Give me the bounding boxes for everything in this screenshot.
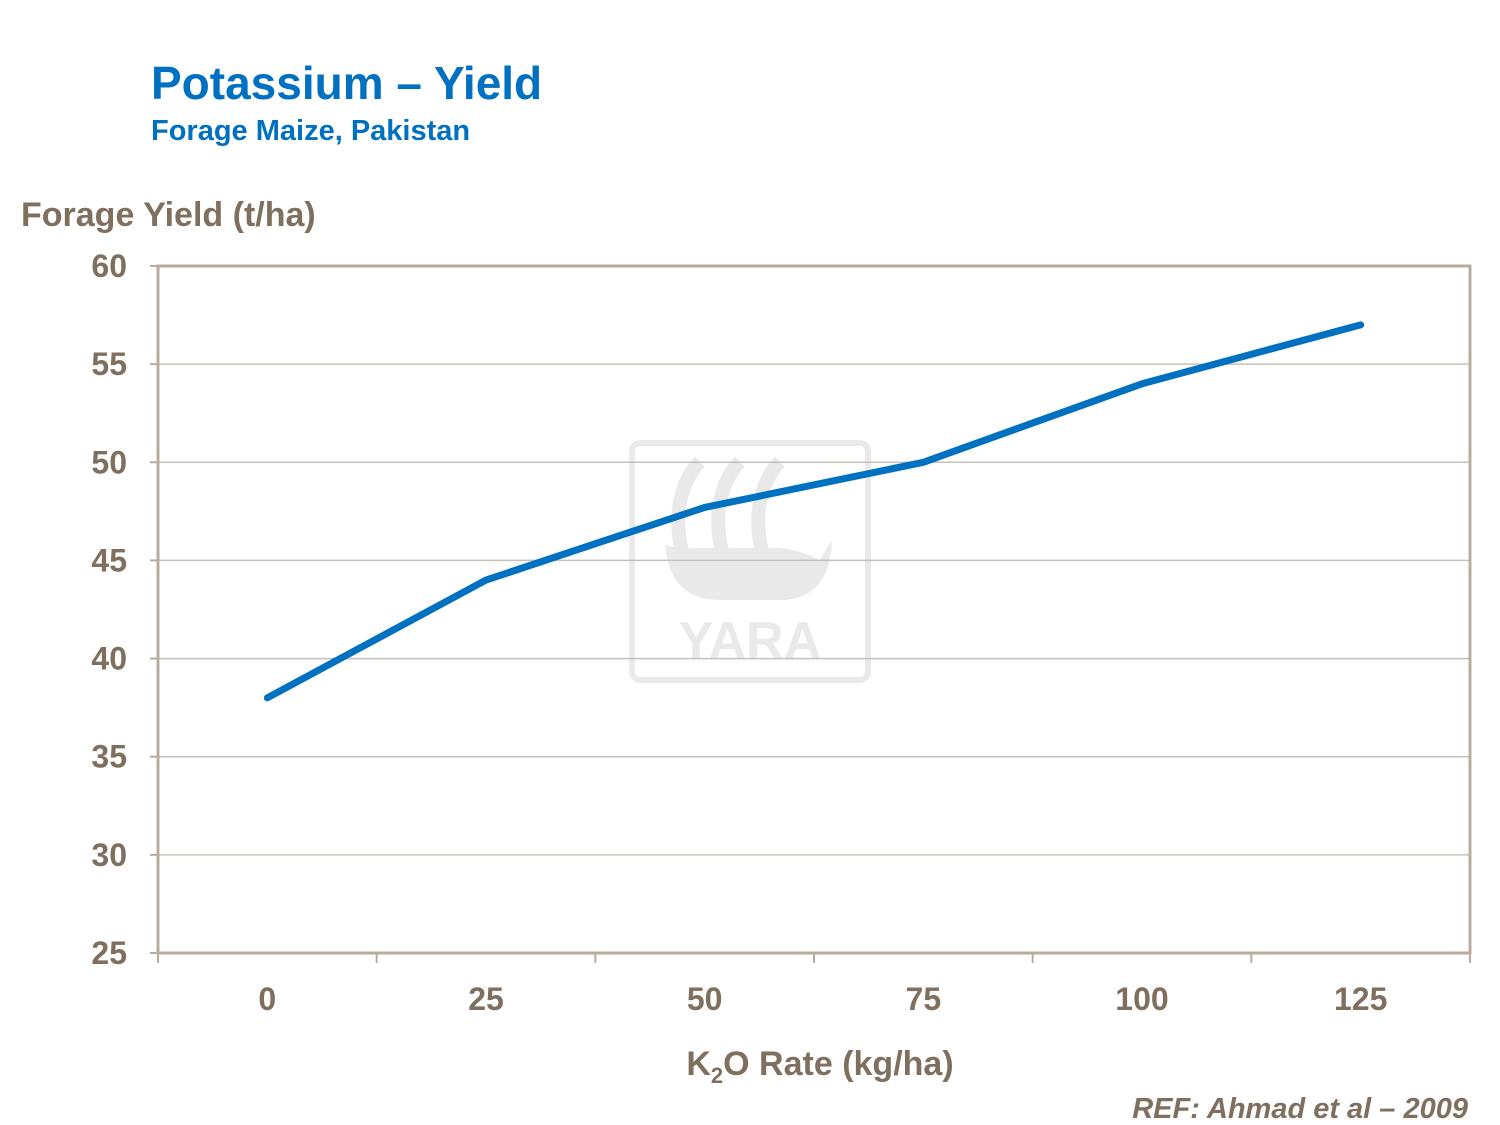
y-tick-label: 45 (91, 542, 127, 578)
reference-note: REF: Ahmad et al – 2009 (1132, 1093, 1468, 1125)
chart-title: Potassium – Yield (151, 57, 543, 109)
y-tick-label: 25 (91, 935, 127, 971)
y-axis-label: Forage Yield (t/ha) (21, 196, 316, 234)
x-tick-label: 50 (687, 981, 723, 1017)
watermark-text: YARA (679, 612, 822, 670)
series-line (263, 321, 1365, 702)
x-tick-label: 75 (906, 981, 942, 1017)
y-tick-label: 40 (91, 641, 127, 677)
y-tick-label: 30 (91, 837, 127, 873)
plot-frame (156, 264, 1472, 955)
chart-subtitle: Forage Maize, Pakistan (151, 115, 471, 147)
y-tick-label: 55 (91, 346, 127, 382)
x-tick-label: 100 (1115, 981, 1168, 1017)
x-tick-label: 0 (258, 981, 276, 1017)
x-tick-label: 125 (1334, 981, 1387, 1017)
y-tick-label: 60 (91, 248, 127, 284)
y-tick-label: 35 (91, 739, 127, 775)
x-label-pre: K (686, 1045, 711, 1083)
x-label-post: O Rate (kg/ha) (723, 1045, 954, 1083)
yara-watermark-logo: YARA (629, 440, 871, 683)
x-axis-label: K2O Rate (kg/ha) (0, 1045, 1500, 1089)
x-tick-label: 25 (468, 981, 504, 1017)
y-tick-label: 50 (91, 444, 127, 480)
x-label-sub: 2 (710, 1062, 724, 1088)
